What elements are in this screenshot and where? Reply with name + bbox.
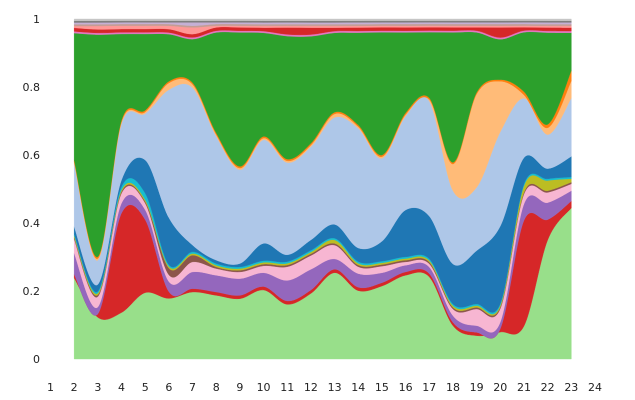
x-tick-label: 9 (236, 381, 243, 394)
x-tick-label: 21 (517, 381, 531, 394)
x-tick-label: 12 (304, 381, 318, 394)
x-tick-label: 23 (564, 381, 578, 394)
area-series-19 (73, 18, 572, 21)
stacked-areas (73, 18, 572, 360)
x-tick-label: 16 (399, 381, 413, 394)
x-tick-label: 10 (257, 381, 271, 394)
x-tick-label: 19 (470, 381, 484, 394)
x-tick-label: 4 (118, 381, 125, 394)
y-tick-label: 0.4 (23, 217, 41, 230)
y-tick-label: 0.2 (23, 285, 41, 298)
x-tick-label: 8 (213, 381, 220, 394)
x-tick-label: 15 (375, 381, 389, 394)
x-tick-label: 14 (351, 381, 365, 394)
y-tick-label: 1 (33, 13, 40, 26)
x-tick-label: 11 (280, 381, 294, 394)
y-axis-ticks: 0 0.2 0.4 0.6 0.8 1 (23, 13, 41, 366)
x-tick-label: 6 (165, 381, 172, 394)
x-tick-label: 22 (541, 381, 555, 394)
x-tick-label: 20 (493, 381, 507, 394)
x-tick-label: 5 (142, 381, 149, 394)
y-tick-label: 0 (33, 353, 40, 366)
x-tick-label: 3 (94, 381, 101, 394)
x-tick-label: 2 (71, 381, 78, 394)
x-tick-label: 1 (47, 381, 54, 394)
x-tick-label: 18 (446, 381, 460, 394)
x-axis-ticks: 1 2 3 4 5 6 7 8 9 10 11 12 13 14 15 16 17 18 19 20 21 22 23 24 (47, 381, 602, 394)
y-tick-label: 0.8 (23, 81, 41, 94)
x-tick-label: 13 (328, 381, 342, 394)
x-tick-label: 7 (189, 381, 196, 394)
x-tick-label: 17 (422, 381, 436, 394)
y-tick-label: 0.6 (23, 149, 41, 162)
x-tick-label: 24 (588, 381, 602, 394)
